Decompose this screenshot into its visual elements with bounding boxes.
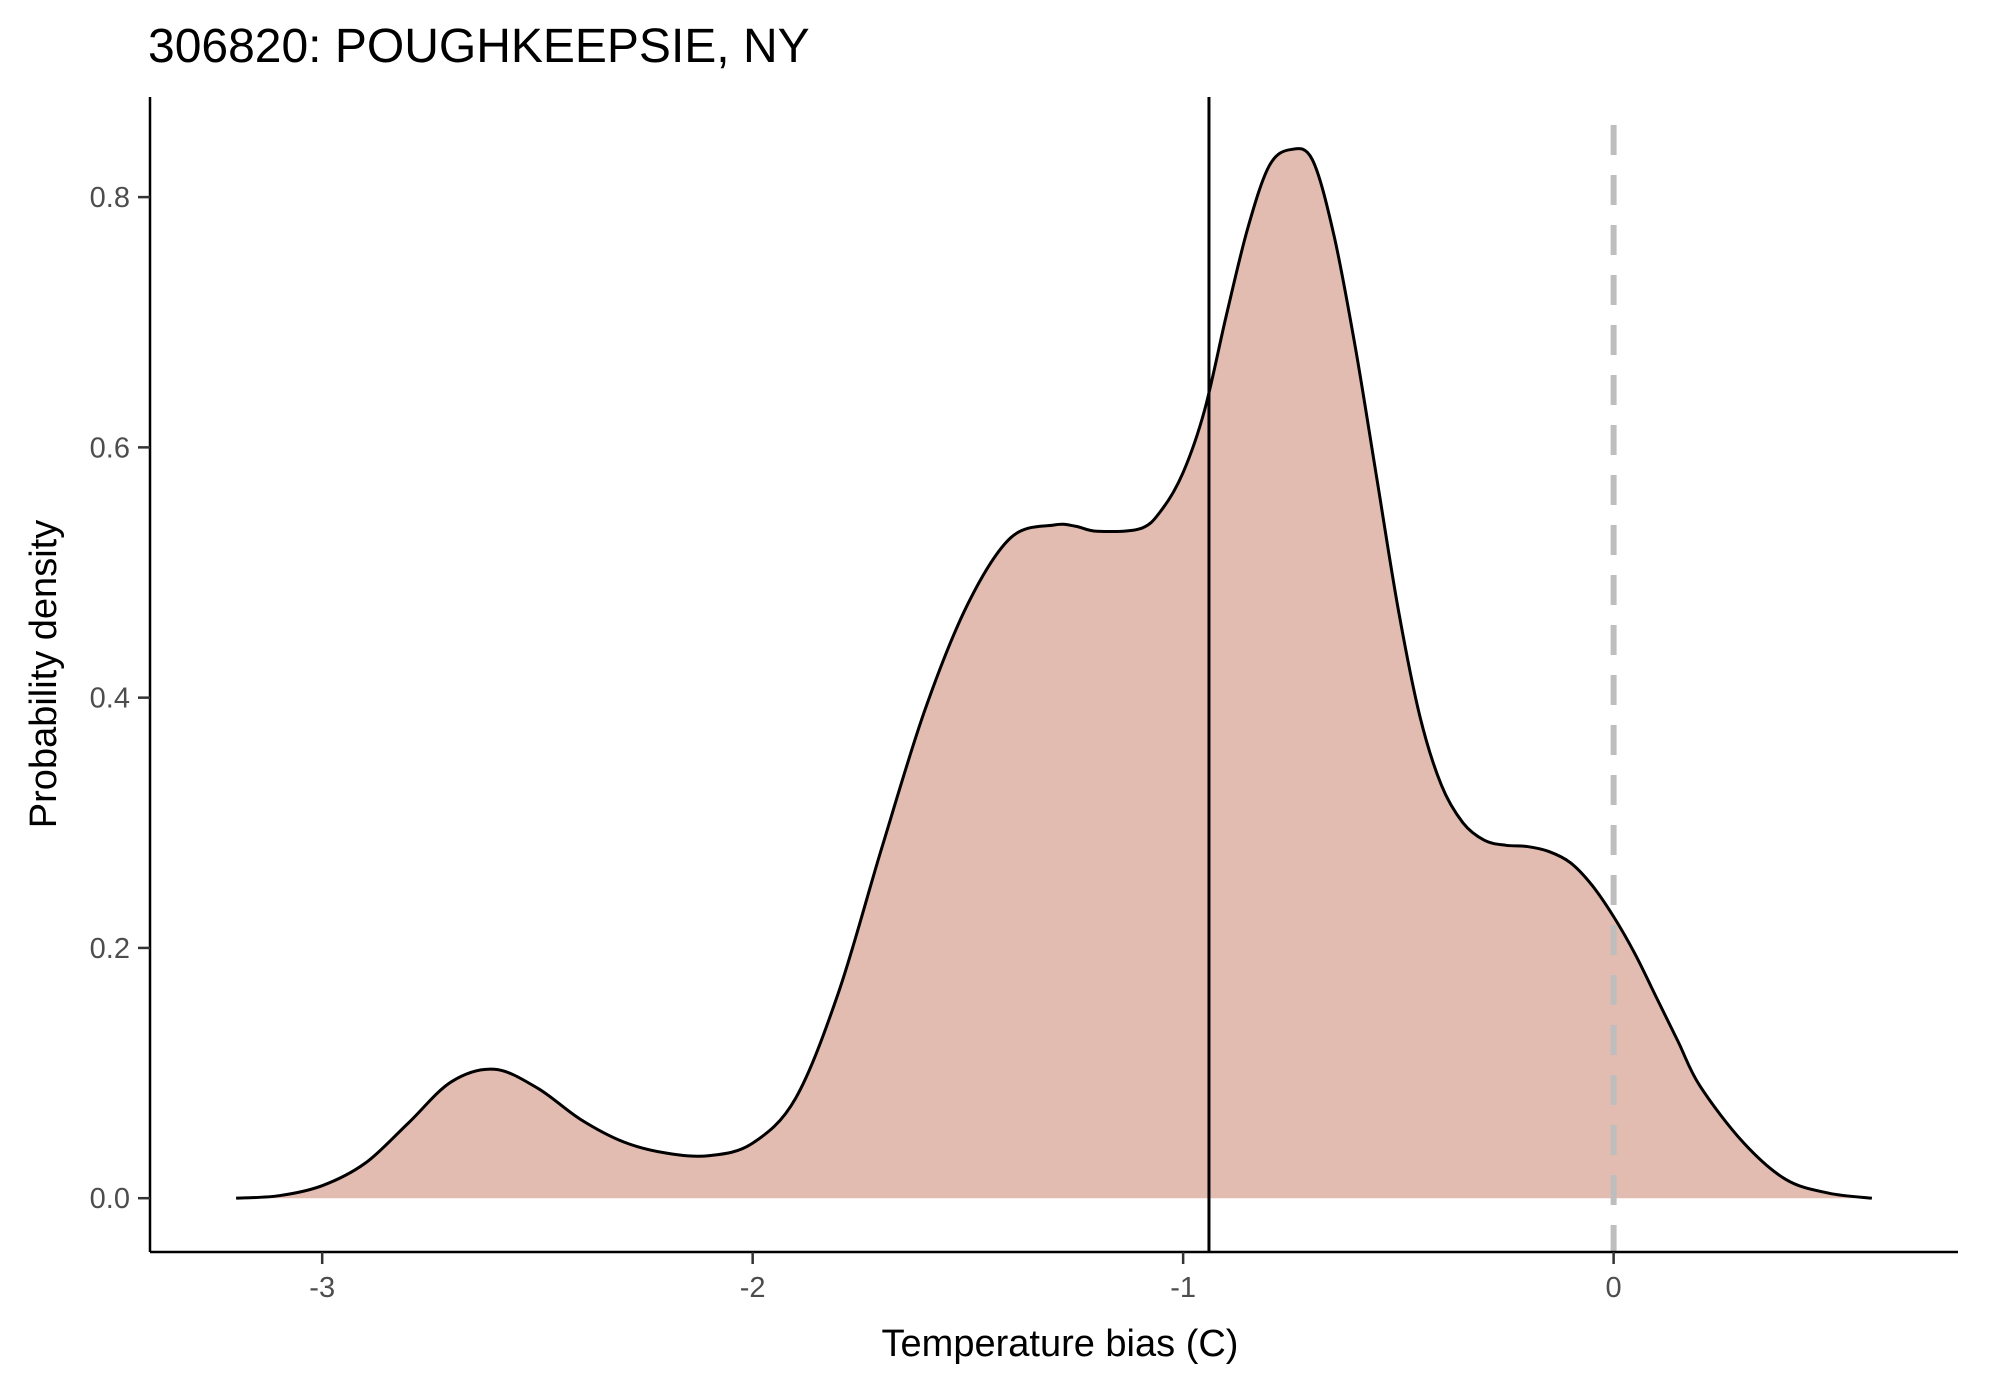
x-tick-label: -1: [1170, 1272, 1196, 1304]
density-area: [236, 148, 1872, 1199]
y-axis-title: Probability density: [23, 520, 65, 828]
y-tick-label: 0.6: [90, 432, 130, 464]
x-tick-label: -3: [309, 1272, 335, 1304]
density-line: [236, 147, 1873, 1200]
y-tick-label: 0.4: [90, 683, 130, 715]
chart-title: 306820: POUGHKEEPSIE, NY: [148, 20, 810, 73]
x-axis-ticks: -3 -2 -1 0: [309, 1252, 1622, 1304]
y-tick-label: 0.8: [90, 182, 130, 214]
x-tick-label: -2: [740, 1272, 766, 1304]
x-axis-title: Temperature bias (C): [882, 1323, 1239, 1365]
y-axis-ticks: 0.0 0.2 0.4 0.6 0.8: [90, 182, 150, 1215]
y-tick-label: 0.0: [90, 1183, 130, 1215]
x-tick-label: 0: [1606, 1272, 1622, 1304]
y-tick-label: 0.2: [90, 933, 130, 965]
plot-area: [236, 97, 1873, 1252]
